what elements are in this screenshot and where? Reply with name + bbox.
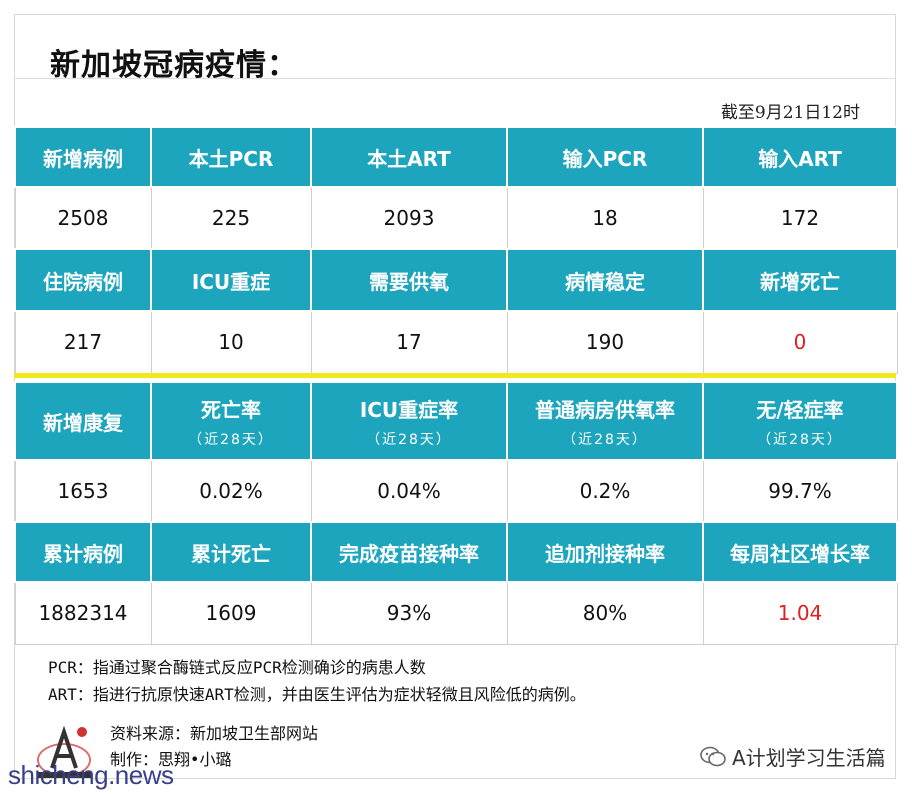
header-sublabel: （近28天） xyxy=(508,429,702,449)
table-header-row: 累计病例 累计死亡 完成疫苗接种率 追加剂接种率 每周社区增长率 xyxy=(15,522,897,582)
value-cell: 0.04% xyxy=(311,460,507,522)
weekly-growth-value: 1.04 xyxy=(703,582,897,644)
value-cell: 18 xyxy=(507,187,703,249)
source-line: 资料来源：新加坡卫生部网站 xyxy=(110,721,318,747)
header-cell: ICU重症 xyxy=(151,249,311,311)
value-cell: 10 xyxy=(151,311,311,373)
value-cell: 1609 xyxy=(151,582,311,644)
table-value-row: 1653 0.02% 0.04% 0.2% 99.7% xyxy=(15,460,897,522)
value-cell: 1882314 xyxy=(15,582,151,644)
header-cell: 输入ART xyxy=(703,127,897,187)
pcr-note: PCR：指通过聚合酶链式反应PCR检测确诊的病患人数 xyxy=(48,654,586,681)
table-value-row: 2508 225 2093 18 172 xyxy=(15,187,897,249)
stats-table-rates: 新增康复 死亡率 （近28天） ICU重症率 （近28天） 普通病房供氧率 （近28天… xyxy=(14,381,898,645)
value-cell: 99.7% xyxy=(703,460,897,522)
table-value-row: 1882314 1609 93% 80% 1.04 xyxy=(15,582,897,644)
header-label: 无/轻症率 xyxy=(756,398,843,422)
header-sublabel: （近28天） xyxy=(152,429,310,449)
value-cell: 217 xyxy=(15,311,151,373)
header-cell: 新增病例 xyxy=(15,127,151,187)
header-cell: 本土PCR xyxy=(151,127,311,187)
header-cell: 本土ART xyxy=(311,127,507,187)
header-cell: 新增死亡 xyxy=(703,249,897,311)
header-cell: 无/轻症率 （近28天） xyxy=(703,382,897,460)
header-cell: 每周社区增长率 xyxy=(703,522,897,582)
title-divider xyxy=(14,78,896,79)
header-label: ICU重症率 xyxy=(360,398,458,422)
art-note: ART：指进行抗原快速ART检测，并由医生评估为症状轻微且风险低的病例。 xyxy=(48,681,586,708)
header-cell: 新增康复 xyxy=(15,382,151,460)
header-cell: 死亡率 （近28天） xyxy=(151,382,311,460)
value-cell: 2093 xyxy=(311,187,507,249)
header-cell: 病情稳定 xyxy=(507,249,703,311)
header-sublabel: （近28天） xyxy=(704,429,896,449)
header-label: 死亡率 xyxy=(201,398,261,422)
value-cell: 2508 xyxy=(15,187,151,249)
header-cell: 累计死亡 xyxy=(151,522,311,582)
site-watermark: shicheng.news xyxy=(8,760,174,791)
value-cell: 190 xyxy=(507,311,703,373)
table-header-row: 新增病例 本土PCR 本土ART 输入PCR 输入ART xyxy=(15,127,897,187)
value-cell: 1653 xyxy=(15,460,151,522)
value-cell: 0.2% xyxy=(507,460,703,522)
header-label: 新增康复 xyxy=(43,411,123,435)
definitions-notes: PCR：指通过聚合酶链式反应PCR检测确诊的病患人数 ART：指进行抗原快速AR… xyxy=(48,654,586,708)
header-cell: 追加剂接种率 xyxy=(507,522,703,582)
header-cell: 完成疫苗接种率 xyxy=(311,522,507,582)
value-cell: 0.02% xyxy=(151,460,311,522)
header-sublabel: （近28天） xyxy=(312,429,506,449)
header-cell: 输入PCR xyxy=(507,127,703,187)
as-of-timestamp: 截至9月21日12时 xyxy=(721,98,860,123)
new-deaths-value: 0 xyxy=(703,311,897,373)
value-cell: 172 xyxy=(703,187,897,249)
table-header-row: 住院病例 ICU重症 需要供氧 病情稳定 新增死亡 xyxy=(15,249,897,311)
wechat-icon xyxy=(700,746,726,768)
header-cell: 住院病例 xyxy=(15,249,151,311)
header-label: 普通病房供氧率 xyxy=(535,398,675,422)
value-cell: 17 xyxy=(311,311,507,373)
table-header-row: 新增康复 死亡率 （近28天） ICU重症率 （近28天） 普通病房供氧率 （近28天… xyxy=(15,382,897,460)
value-cell: 80% xyxy=(507,582,703,644)
header-cell: 普通病房供氧率 （近28天） xyxy=(507,382,703,460)
value-cell: 225 xyxy=(151,187,311,249)
header-cell: ICU重症率 （近28天） xyxy=(311,382,507,460)
header-cell: 累计病例 xyxy=(15,522,151,582)
value-cell: 93% xyxy=(311,582,507,644)
stats-table-daily: 新增病例 本土PCR 本土ART 输入PCR 输入ART 2508 225 20… xyxy=(14,126,898,374)
brand-tag: A计划学习生活篇 xyxy=(700,742,886,771)
brand-name: A计划学习生活篇 xyxy=(732,742,886,771)
table-value-row: 217 10 17 190 0 xyxy=(15,311,897,373)
section-divider xyxy=(14,373,896,378)
header-cell: 需要供氧 xyxy=(311,249,507,311)
